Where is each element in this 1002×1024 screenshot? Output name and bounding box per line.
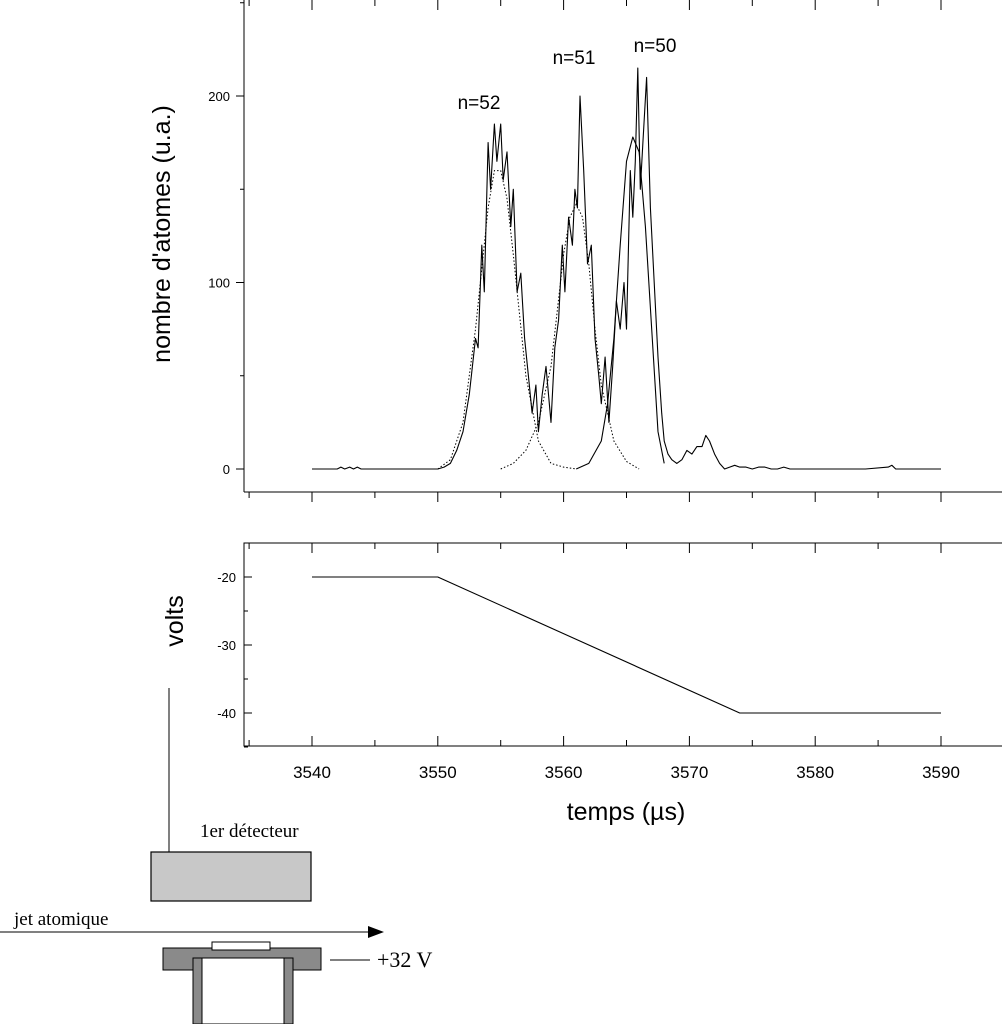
first-detector (150, 851, 312, 902)
peak-label-n52: n=52 (458, 93, 501, 114)
top-panel: 0 100 200 nombre d'atomes (u.a.) n=52 n=51… (148, 0, 1002, 502)
bottom-x-tick-label: 3540 (293, 763, 331, 782)
apparatus-diagram: 1er détecteur jet atomique +32 V (0, 688, 433, 1024)
electrode-window (211, 941, 271, 951)
top-y-ticks: 0 100 200 (208, 2, 244, 477)
atom-count-trace (312, 67, 941, 470)
gaussian-fit-line (437, 170, 577, 470)
voltage-ramp-line (312, 576, 941, 714)
gaussian-fit-line (500, 203, 640, 470)
atomic-beam-arrowhead (368, 926, 384, 938)
top-x-ticks (248, 0, 942, 502)
bottom-x-tick-label: 3560 (545, 763, 583, 782)
top-y-tick-label: 100 (208, 276, 230, 291)
bottom-y-tick-label: -20 (217, 570, 236, 585)
bottom-x-tick-label: 3550 (419, 763, 457, 782)
bottom-x-tick-label: 3580 (796, 763, 834, 782)
bottom-y-tick-label: -40 (217, 706, 236, 721)
beam-label: jet atomique (13, 909, 108, 930)
detector-label: 1er détecteur (200, 821, 299, 842)
bottom-panel-frame (243, 542, 1002, 747)
bottom-x-tick-label: 3590 (922, 763, 960, 782)
bottom-y-tick-label: -30 (217, 638, 236, 653)
bottom-y-ticks: -20 -30 -40 (217, 542, 252, 748)
electrode-body-inner (201, 957, 285, 1024)
bottom-x-tick-label: 3570 (670, 763, 708, 782)
top-y-axis-title: nombre d'atomes (u.a.) (148, 105, 176, 363)
top-series-group (312, 67, 941, 470)
bottom-x-axis-title: temps (µs) (567, 798, 686, 826)
peak-label-n51: n=51 (553, 48, 596, 69)
gaussian-fit-n50-line (575, 136, 665, 470)
bottom-x-ticks: 3540 3550 3560 3570 3580 3590 (248, 543, 960, 782)
peak-label-n50: n=50 (634, 36, 677, 57)
top-y-tick-label: 0 (223, 462, 230, 477)
voltage-label: +32 V (377, 947, 433, 972)
top-y-tick-label: 200 (208, 89, 230, 104)
bottom-series-group (312, 576, 941, 714)
bottom-y-axis-title: volts (161, 595, 189, 646)
bottom-panel: 3540 3550 3560 3570 3580 3590 -20 -30 -40 volts… (161, 542, 1002, 826)
